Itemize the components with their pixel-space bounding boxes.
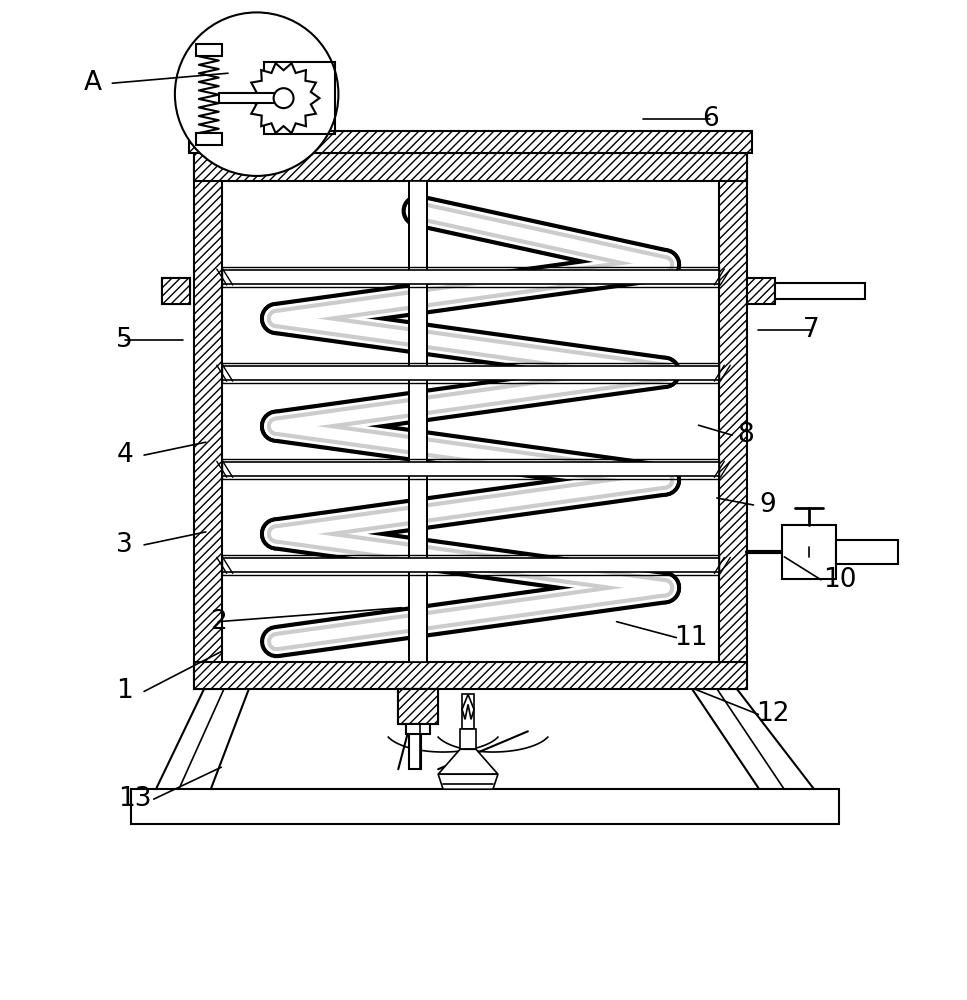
Bar <box>398 689 438 724</box>
Bar <box>221 366 719 380</box>
Bar <box>719 153 747 689</box>
Bar <box>193 662 747 689</box>
Text: 12: 12 <box>756 701 789 727</box>
Text: 8: 8 <box>738 422 754 448</box>
Polygon shape <box>248 63 319 133</box>
Text: A: A <box>84 70 102 96</box>
Bar <box>221 555 719 575</box>
Bar <box>161 278 190 304</box>
Bar <box>776 283 864 299</box>
Bar <box>196 133 221 145</box>
Text: 7: 7 <box>803 317 820 343</box>
Bar <box>221 363 719 383</box>
Polygon shape <box>462 694 474 719</box>
Text: 5: 5 <box>116 327 133 353</box>
Bar <box>189 131 752 153</box>
Polygon shape <box>438 774 498 789</box>
Text: 6: 6 <box>702 106 718 132</box>
Text: 3: 3 <box>116 532 133 558</box>
Polygon shape <box>438 749 498 774</box>
Bar <box>221 459 719 479</box>
Bar <box>747 278 776 304</box>
Circle shape <box>175 12 338 176</box>
Text: 9: 9 <box>759 492 777 518</box>
Text: 4: 4 <box>116 442 133 468</box>
Bar <box>221 558 719 572</box>
Bar <box>193 153 747 181</box>
Bar <box>409 181 427 662</box>
Text: 1: 1 <box>116 678 133 704</box>
Bar <box>131 789 839 824</box>
Text: 10: 10 <box>824 567 857 593</box>
Bar <box>219 93 278 103</box>
Bar <box>221 270 719 284</box>
Bar <box>409 181 427 662</box>
Bar <box>398 689 438 724</box>
Bar <box>193 153 221 689</box>
Bar <box>221 181 719 662</box>
Bar <box>406 724 430 734</box>
Bar <box>462 694 474 729</box>
Bar <box>836 540 897 564</box>
Bar <box>221 267 719 287</box>
Bar <box>409 724 422 769</box>
Bar <box>782 525 836 579</box>
Circle shape <box>274 88 294 108</box>
Bar <box>460 729 476 749</box>
Bar <box>221 462 719 476</box>
Bar <box>161 278 190 304</box>
Bar <box>264 62 336 134</box>
Text: 13: 13 <box>118 786 151 812</box>
Text: 11: 11 <box>674 625 708 651</box>
Bar <box>196 44 221 56</box>
Text: 2: 2 <box>210 609 226 635</box>
